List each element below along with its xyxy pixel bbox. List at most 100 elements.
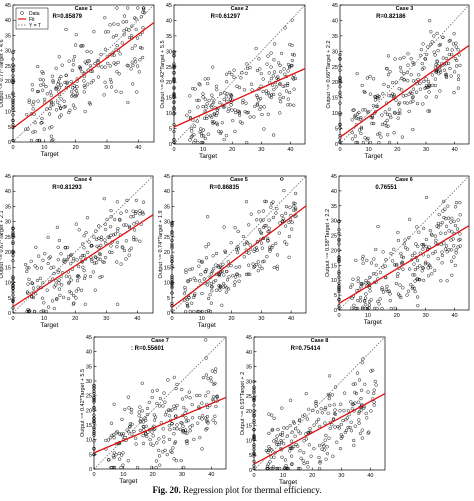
data-point — [205, 405, 210, 410]
data-point — [411, 273, 415, 277]
y-tick-label: 10 — [332, 111, 338, 117]
data-point — [158, 396, 163, 401]
fit-line — [338, 225, 470, 305]
data-point — [31, 107, 35, 111]
data-point — [99, 52, 103, 57]
data-point — [270, 413, 274, 417]
data-point — [364, 278, 368, 283]
data-point — [224, 290, 229, 294]
data-point — [31, 295, 36, 300]
data-point — [138, 239, 142, 243]
data-point — [411, 79, 416, 83]
data-point — [363, 382, 367, 386]
data-point — [244, 272, 249, 276]
data-point — [412, 262, 416, 266]
y-tick-label: 5 — [334, 293, 337, 299]
data-point — [421, 265, 425, 270]
data-point — [258, 264, 262, 268]
x-tick-label: 0 — [92, 472, 95, 478]
data-point — [54, 66, 58, 70]
data-point — [65, 81, 69, 86]
data-point — [11, 102, 15, 107]
data-point — [450, 273, 454, 277]
data-point — [62, 99, 66, 104]
x-tick-label: 30 — [423, 147, 429, 153]
data-point — [172, 85, 176, 90]
data-point — [252, 115, 256, 119]
data-point — [86, 250, 90, 255]
data-point — [235, 84, 239, 88]
data-point — [252, 398, 256, 403]
data-point — [271, 243, 275, 248]
data-point — [174, 414, 178, 418]
data-point — [240, 71, 244, 75]
data-point — [79, 44, 83, 48]
data-point — [57, 238, 62, 243]
data-point — [203, 270, 208, 274]
data-point — [237, 265, 242, 269]
data-point — [418, 264, 422, 268]
data-point — [172, 100, 176, 104]
data-point — [93, 288, 97, 292]
data-point — [172, 77, 176, 82]
data-points — [11, 196, 146, 314]
data-point — [162, 440, 166, 444]
data-point — [263, 224, 267, 228]
data-point — [288, 205, 292, 209]
x-axis-label: Target — [365, 153, 383, 160]
data-point — [114, 453, 118, 457]
data-point — [76, 287, 81, 291]
data-point — [269, 51, 273, 55]
data-point — [135, 465, 140, 470]
data-point — [116, 60, 120, 65]
data-point — [368, 275, 372, 280]
y-axis-label: Output ~= 0.67*Target + 2.1 — [0, 210, 5, 278]
data-point — [286, 81, 290, 86]
data-point — [127, 28, 131, 32]
data-point — [133, 44, 137, 48]
data-point — [23, 262, 28, 267]
data-point — [81, 44, 85, 48]
data-point — [141, 26, 145, 30]
data-point — [11, 74, 15, 78]
data-point — [386, 124, 390, 128]
data-point — [225, 286, 229, 290]
data-point — [128, 424, 132, 429]
data-point — [379, 135, 383, 139]
data-point — [293, 208, 298, 212]
data-point — [359, 408, 363, 412]
data-point — [317, 424, 322, 429]
r-value-label: R=0.85879 — [52, 14, 82, 20]
data-point — [302, 439, 306, 443]
data-point — [252, 389, 256, 393]
data-point — [188, 267, 192, 272]
data-point — [112, 61, 116, 65]
data-point — [372, 391, 376, 396]
data-point — [83, 257, 88, 261]
data-point — [289, 454, 294, 458]
data-point — [265, 464, 270, 468]
data-point — [410, 96, 415, 100]
data-point — [258, 218, 263, 222]
data-point — [350, 402, 355, 407]
data-point — [420, 61, 424, 66]
data-point — [208, 309, 213, 314]
identity-line — [253, 336, 386, 471]
data-point — [252, 433, 256, 438]
data-point — [361, 261, 365, 265]
caption-text: Regression plot for thermal efficiency. — [183, 485, 322, 495]
data-point — [162, 435, 166, 439]
data-point — [359, 396, 363, 401]
data-point — [129, 246, 133, 250]
x-tick-label: 10 — [41, 145, 47, 151]
data-point — [278, 81, 282, 86]
data-point — [75, 85, 79, 89]
y-tick-label: 25 — [86, 394, 92, 400]
data-point — [123, 435, 127, 440]
data-point — [249, 212, 253, 216]
data-point — [410, 253, 415, 258]
data-point — [361, 254, 365, 259]
data-point — [445, 47, 450, 51]
data-point — [278, 70, 283, 74]
data-point — [433, 53, 437, 57]
